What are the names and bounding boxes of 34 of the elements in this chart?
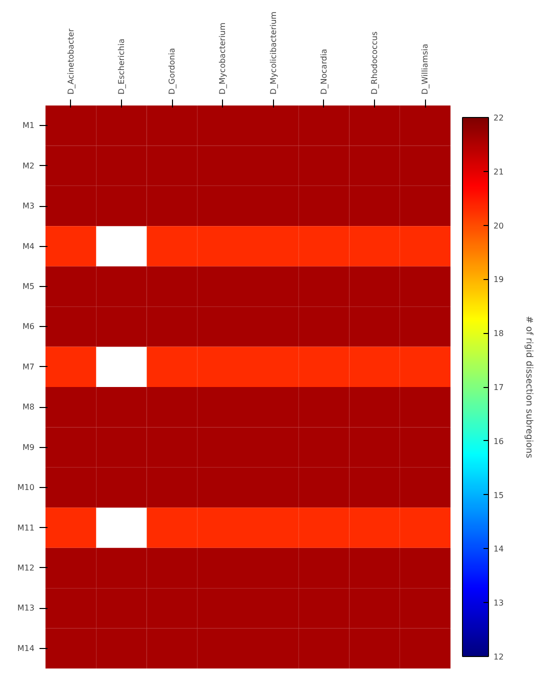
y-tick-label: M8 (22, 402, 35, 412)
y-tick-label: M4 (22, 242, 35, 251)
x-tick-label: D_Williamsia (420, 44, 430, 94)
color-bar-label: 20 (494, 221, 504, 230)
y-tick-label: M12 (17, 563, 35, 572)
color-bar-label: 15 (494, 490, 504, 500)
x-tick-label: D_Escherichia (116, 38, 126, 94)
x-tick-label: D_Mycobacterium (218, 22, 228, 94)
color-bar-label: 19 (494, 275, 504, 284)
color-bar-label: 21 (494, 167, 504, 176)
x-tick-label: D_Rhodococcus (370, 32, 380, 94)
y-tick-label: M5 (22, 282, 35, 291)
y-tick-label: M7 (22, 362, 35, 372)
y-tick-label: M14 (17, 644, 35, 653)
y-tick-label: M3 (22, 202, 35, 211)
color-bar-label: 13 (494, 598, 504, 608)
y-tick-label: M10 (17, 483, 35, 492)
color-bar-label: 17 (494, 383, 504, 392)
y-tick-label: M1 (22, 121, 35, 130)
x-tick-label: D_Gordonia (168, 48, 177, 94)
y-tick-label: M6 (22, 322, 35, 332)
y-tick-label: M9 (22, 442, 35, 452)
color-bar-label: 14 (494, 544, 504, 554)
y-tick-label: M11 (17, 523, 35, 532)
x-tick-label: D_Nocardia (319, 48, 328, 94)
x-tick-label: D_Mycolicibacterium (268, 11, 278, 94)
y-tick-label: M13 (17, 604, 35, 613)
color-bar-label: 16 (494, 436, 504, 446)
y-tick-label: M2 (22, 161, 35, 170)
color-bar-title: # of rigid dissection subregions (524, 316, 534, 458)
color-bar-label: 22 (494, 114, 504, 122)
color-bar-label: 12 (494, 652, 504, 662)
color-bar-label: 18 (494, 329, 504, 338)
x-tick-label: D_Acinetobacter (66, 28, 76, 94)
